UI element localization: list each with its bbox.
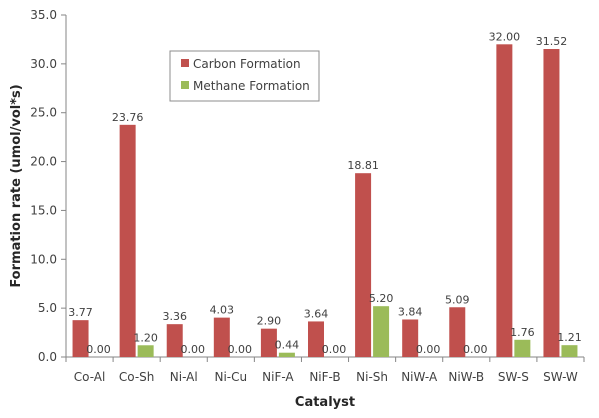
y-axis-ticks: 0.0 5.0 10.0 15.0 20.0 25.0 30.0 35.0 — [30, 8, 66, 364]
y-tick-label: 0.0 — [38, 350, 57, 364]
bar-carbon — [213, 317, 230, 357]
data-label-methane: 0.00 — [180, 343, 205, 356]
x-tick-label: NiF-A — [262, 370, 294, 384]
data-label-carbon: 2.90 — [257, 315, 282, 328]
bar-carbon — [496, 44, 513, 358]
data-label-methane: 0.00 — [86, 343, 111, 356]
bar-methane — [137, 345, 154, 357]
data-label-carbon: 3.36 — [162, 310, 187, 323]
bar-methane — [373, 306, 390, 357]
bar-carbon — [260, 328, 277, 357]
y-tick-label: 15.0 — [30, 203, 57, 217]
data-label-carbon: 3.77 — [68, 306, 93, 319]
y-tick-label: 5.0 — [38, 301, 57, 315]
x-tick-label: Ni-Sh — [356, 370, 388, 384]
bar-methane — [561, 345, 578, 357]
x-tick-label: NiW-A — [401, 370, 438, 384]
x-tick-label: NiW-B — [448, 370, 484, 384]
bars — [72, 44, 578, 358]
data-label-carbon: 3.84 — [398, 305, 423, 318]
legend-swatch-methane — [181, 81, 189, 89]
legend-label-methane: Methane Formation — [193, 79, 310, 93]
legend-swatch-carbon — [181, 59, 189, 67]
bar-carbon — [355, 173, 372, 357]
y-tick-label: 25.0 — [30, 106, 57, 120]
bar-carbon — [166, 324, 183, 357]
y-tick-label: 10.0 — [30, 252, 57, 266]
data-label-carbon: 31.52 — [536, 35, 568, 48]
bar-carbon — [72, 320, 89, 357]
data-label-methane: 5.20 — [369, 292, 394, 305]
data-label-carbon: 18.81 — [347, 159, 379, 172]
data-label-carbon: 23.76 — [112, 111, 144, 124]
data-label-carbon: 3.64 — [304, 307, 329, 320]
data-label-carbon: 4.03 — [210, 304, 235, 317]
x-axis-title: Catalyst — [295, 395, 355, 410]
x-tick-label: Co-Sh — [119, 370, 155, 384]
data-label-methane: 0.00 — [463, 343, 488, 356]
data-label-methane: 1.21 — [557, 331, 582, 344]
data-label-methane: 0.00 — [322, 343, 347, 356]
bar-carbon — [543, 49, 560, 357]
bar-methane — [278, 352, 295, 357]
x-tick-label: Ni-Cu — [215, 370, 248, 384]
data-labels: 3.77 0.00 23.76 1.20 3.36 0.00 4.03 0.00 2.90 0.4… — [68, 30, 581, 356]
legend-label-carbon: Carbon Formation — [193, 57, 301, 71]
x-tick-label: NiF-B — [309, 370, 340, 384]
legend-box — [169, 50, 320, 102]
bar-carbon — [308, 321, 324, 357]
data-label-carbon: 5.09 — [445, 293, 470, 306]
y-tick-label: 20.0 — [30, 155, 57, 169]
y-axis-title: Formation rate (umol/vol*s) — [9, 84, 24, 287]
data-label-methane: 0.00 — [228, 343, 253, 356]
data-label-methane: 1.20 — [133, 331, 158, 344]
legend: Carbon Formation Methane Formation — [169, 50, 320, 102]
bar-carbon — [449, 307, 466, 357]
bar-carbon — [402, 319, 419, 357]
x-tick-label: Ni-Al — [170, 370, 198, 384]
x-axis-ticks: Co-Al Co-Sh Ni-Al Ni-Cu NiF-A NiF-B Ni-Sh NiW-A… — [65, 357, 585, 384]
data-label-methane: 1.76 — [510, 326, 535, 339]
data-label-carbon: 32.00 — [489, 30, 521, 43]
bar-methane — [514, 339, 531, 357]
x-tick-label: SW-W — [543, 370, 578, 384]
x-tick-label: Co-Al — [74, 370, 106, 384]
y-tick-label: 35.0 — [30, 8, 57, 22]
bar-carbon — [119, 124, 136, 357]
data-label-methane: 0.00 — [416, 343, 441, 356]
y-tick-label: 30.0 — [30, 57, 57, 71]
data-label-methane: 0.44 — [275, 339, 300, 352]
x-tick-label: SW-S — [498, 370, 529, 384]
